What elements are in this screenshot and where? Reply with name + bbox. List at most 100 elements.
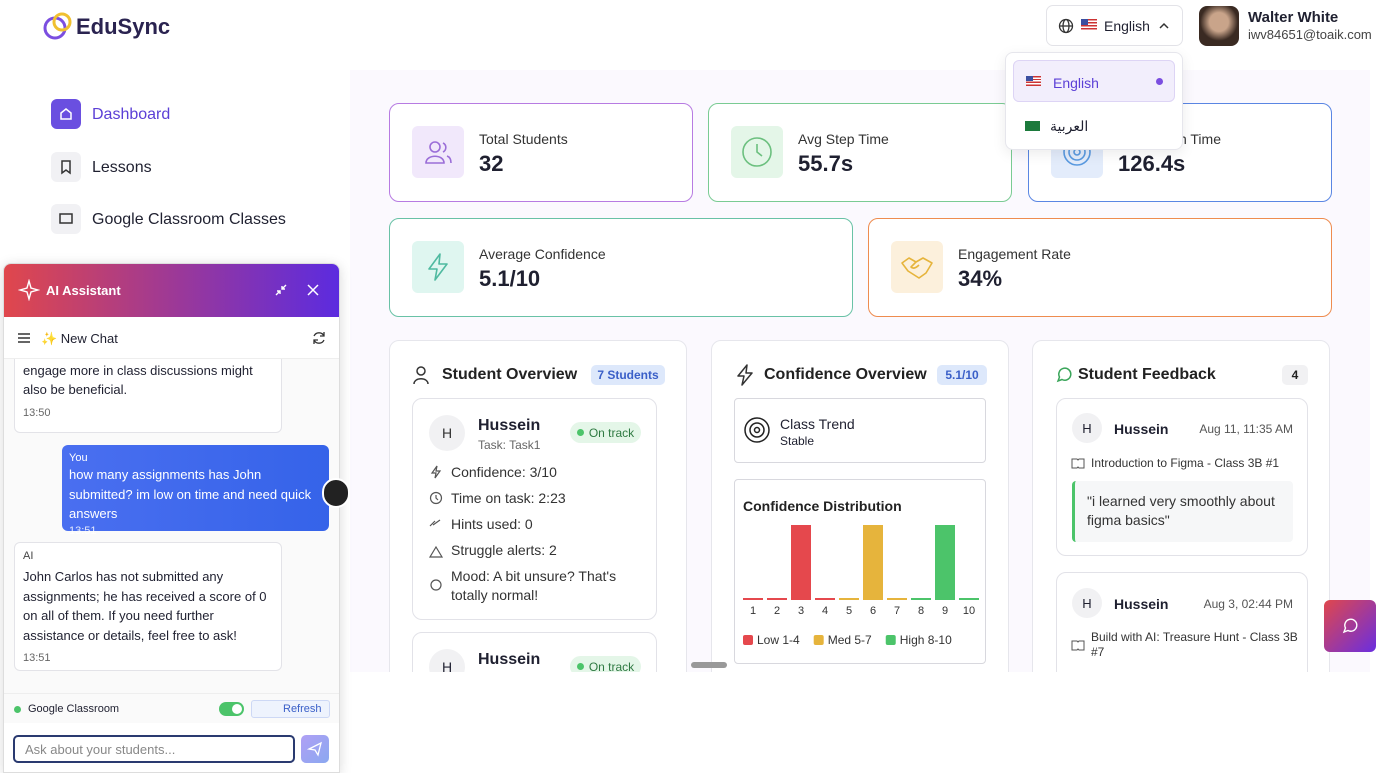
x-label: 6 bbox=[870, 605, 876, 617]
stat-card: Avg Step Time 55.7s bbox=[708, 103, 1012, 202]
detail: Struggle alerts: 2 bbox=[451, 542, 557, 558]
bolt-icon bbox=[737, 364, 753, 386]
user-email: iwv84651@toaik.com bbox=[1248, 27, 1372, 42]
detail: Time on task: 2:23 bbox=[451, 490, 566, 506]
flag bbox=[1081, 19, 1097, 30]
detail-icons bbox=[428, 465, 444, 591]
feedback-item: H Hussein Aug 3, 02:44 PM Build with AI:… bbox=[1056, 572, 1308, 672]
language-option[interactable]: English bbox=[1013, 60, 1175, 102]
globe-icon bbox=[1058, 18, 1074, 34]
distribution-chart: 1 2 3 4 5 6 7 8 9 10 Low 1-4 Med 5-7 High 8-10 bbox=[743, 525, 979, 647]
stat-card: Total Students 32 bbox=[389, 103, 693, 202]
user-name: Walter White bbox=[1248, 9, 1339, 26]
avatar-initial: H bbox=[1072, 588, 1102, 618]
student-card[interactable]: H Hussein Task: Task1 On track Confidenc… bbox=[412, 398, 657, 620]
confidence-card: Confidence Overview 5.1/10 Class Trend S… bbox=[711, 340, 1009, 672]
x-label: 3 bbox=[798, 605, 804, 617]
chat-button[interactable] bbox=[1324, 600, 1376, 652]
x-label: 7 bbox=[894, 605, 900, 617]
brand: EduSync bbox=[76, 14, 171, 39]
detail: Confidence: 3/10 bbox=[451, 464, 557, 480]
nav-icon bbox=[51, 99, 81, 129]
chat-toolbar: ✨ New Chat bbox=[4, 317, 339, 359]
chat-panel: AI Assistant ✨ New Chat up. Encouraging … bbox=[3, 263, 340, 773]
chart-title: Confidence Distribution bbox=[743, 498, 902, 514]
legend-swatch bbox=[743, 635, 753, 645]
avatar-initial: H bbox=[429, 649, 465, 672]
x-label: 2 bbox=[774, 605, 780, 617]
message-text: up. Encouraging him to ask questions and… bbox=[23, 362, 253, 398]
chat-input[interactable]: Ask about your students... bbox=[13, 735, 295, 763]
detail: Mood: A bit unsure? That's totally norma… bbox=[451, 568, 617, 603]
student-card[interactable]: H Hussein On track bbox=[412, 632, 657, 672]
avatar-initial: H bbox=[429, 415, 465, 451]
status-text: On track bbox=[588, 425, 635, 440]
feedback-name: Hussein bbox=[1114, 596, 1169, 612]
language-option[interactable]: العربية bbox=[1013, 109, 1175, 145]
source: Google Classroom bbox=[28, 703, 120, 715]
chevron bbox=[1159, 22, 1169, 29]
stat-value: 5.1/10 bbox=[479, 266, 541, 291]
stat-label: Average Confidence bbox=[479, 246, 606, 262]
stat-label: Total Students bbox=[479, 131, 568, 147]
chat-status: Google Classroom Refresh bbox=[4, 693, 339, 723]
panel-handle[interactable] bbox=[322, 478, 350, 508]
status: On track bbox=[570, 656, 641, 672]
language-dropdown: English العربية bbox=[1005, 52, 1183, 150]
refresh[interactable]: Refresh bbox=[251, 700, 330, 718]
distribution-box: Confidence Distribution 1 2 3 4 5 6 7 8 9 10 Low 1… bbox=[734, 479, 986, 664]
send-button[interactable] bbox=[301, 735, 329, 763]
nav-item[interactable]: Dashboard bbox=[92, 106, 171, 123]
nav-item[interactable]: Google Classroom Classes bbox=[92, 211, 286, 228]
card-title: Confidence Overview bbox=[764, 366, 927, 383]
nav-icon bbox=[51, 152, 81, 182]
stat-value: 126.4s bbox=[1118, 151, 1186, 176]
feedback-lesson: Build with AI: Treasure Hunt - Class 3B … bbox=[1091, 630, 1298, 659]
reload[interactable] bbox=[311, 330, 327, 346]
nav-item[interactable]: Lessons bbox=[92, 159, 152, 176]
stat-label: Engagement Rate bbox=[958, 246, 1071, 262]
legend-label: Low 1-4 bbox=[757, 633, 800, 647]
feedback-lesson: Introduction to Figma - Class 3B #1 bbox=[1091, 456, 1280, 470]
legend-label: Med 5-7 bbox=[828, 633, 872, 647]
bar bbox=[863, 525, 883, 599]
feedback-card: Student Feedback 4 H Hussein Aug 11, 11:… bbox=[1032, 340, 1330, 672]
users-icon bbox=[413, 366, 429, 385]
badge: 7 Students bbox=[591, 365, 665, 385]
message-user: You how many assignments has John submitt… bbox=[62, 445, 329, 537]
stat-value: 55.7s bbox=[798, 151, 854, 176]
toggle[interactable] bbox=[219, 702, 244, 716]
selected-dot bbox=[1156, 78, 1163, 85]
message-sender: AI bbox=[23, 550, 34, 562]
stat-card: Engagement Rate 34% bbox=[868, 218, 1332, 317]
x-label: 8 bbox=[918, 605, 924, 617]
avatar[interactable] bbox=[1199, 6, 1239, 46]
minimize[interactable] bbox=[273, 282, 289, 298]
stat-label: on Time bbox=[1171, 131, 1221, 147]
message-ai: AI John Carlos has not submitted any assi… bbox=[14, 542, 282, 671]
close[interactable] bbox=[305, 282, 321, 298]
message-time: 13:51 bbox=[23, 652, 51, 664]
count: 4 bbox=[1282, 365, 1308, 385]
feedback-date: Aug 3, 02:44 PM bbox=[1203, 597, 1293, 611]
card-title: Student Overview bbox=[442, 366, 578, 383]
status: On track bbox=[570, 422, 641, 443]
legend-swatch bbox=[813, 635, 824, 645]
feedback-item: H Hussein Aug 11, 11:35 AM Introduction … bbox=[1056, 398, 1308, 556]
new-chat[interactable]: ✨ New Chat bbox=[41, 331, 118, 346]
scroll-handle[interactable] bbox=[691, 662, 727, 668]
message-icon bbox=[1056, 367, 1072, 383]
message-text: John Carlos has not submitted any assign… bbox=[23, 569, 267, 643]
language-current: English bbox=[1104, 18, 1150, 34]
message-time: 13:51 bbox=[69, 524, 97, 537]
card-title: Student Feedback bbox=[1078, 366, 1216, 383]
legend-label: High 8-10 bbox=[900, 633, 952, 647]
badge: 5.1/10 bbox=[937, 365, 987, 385]
x-label: 1 bbox=[750, 605, 756, 617]
language-button[interactable]: English bbox=[1046, 5, 1183, 46]
stat-value: 32 bbox=[479, 151, 504, 176]
student-name: Hussein bbox=[478, 651, 541, 668]
message-time: 13:50 bbox=[23, 406, 51, 419]
logo-icon bbox=[43, 12, 72, 40]
